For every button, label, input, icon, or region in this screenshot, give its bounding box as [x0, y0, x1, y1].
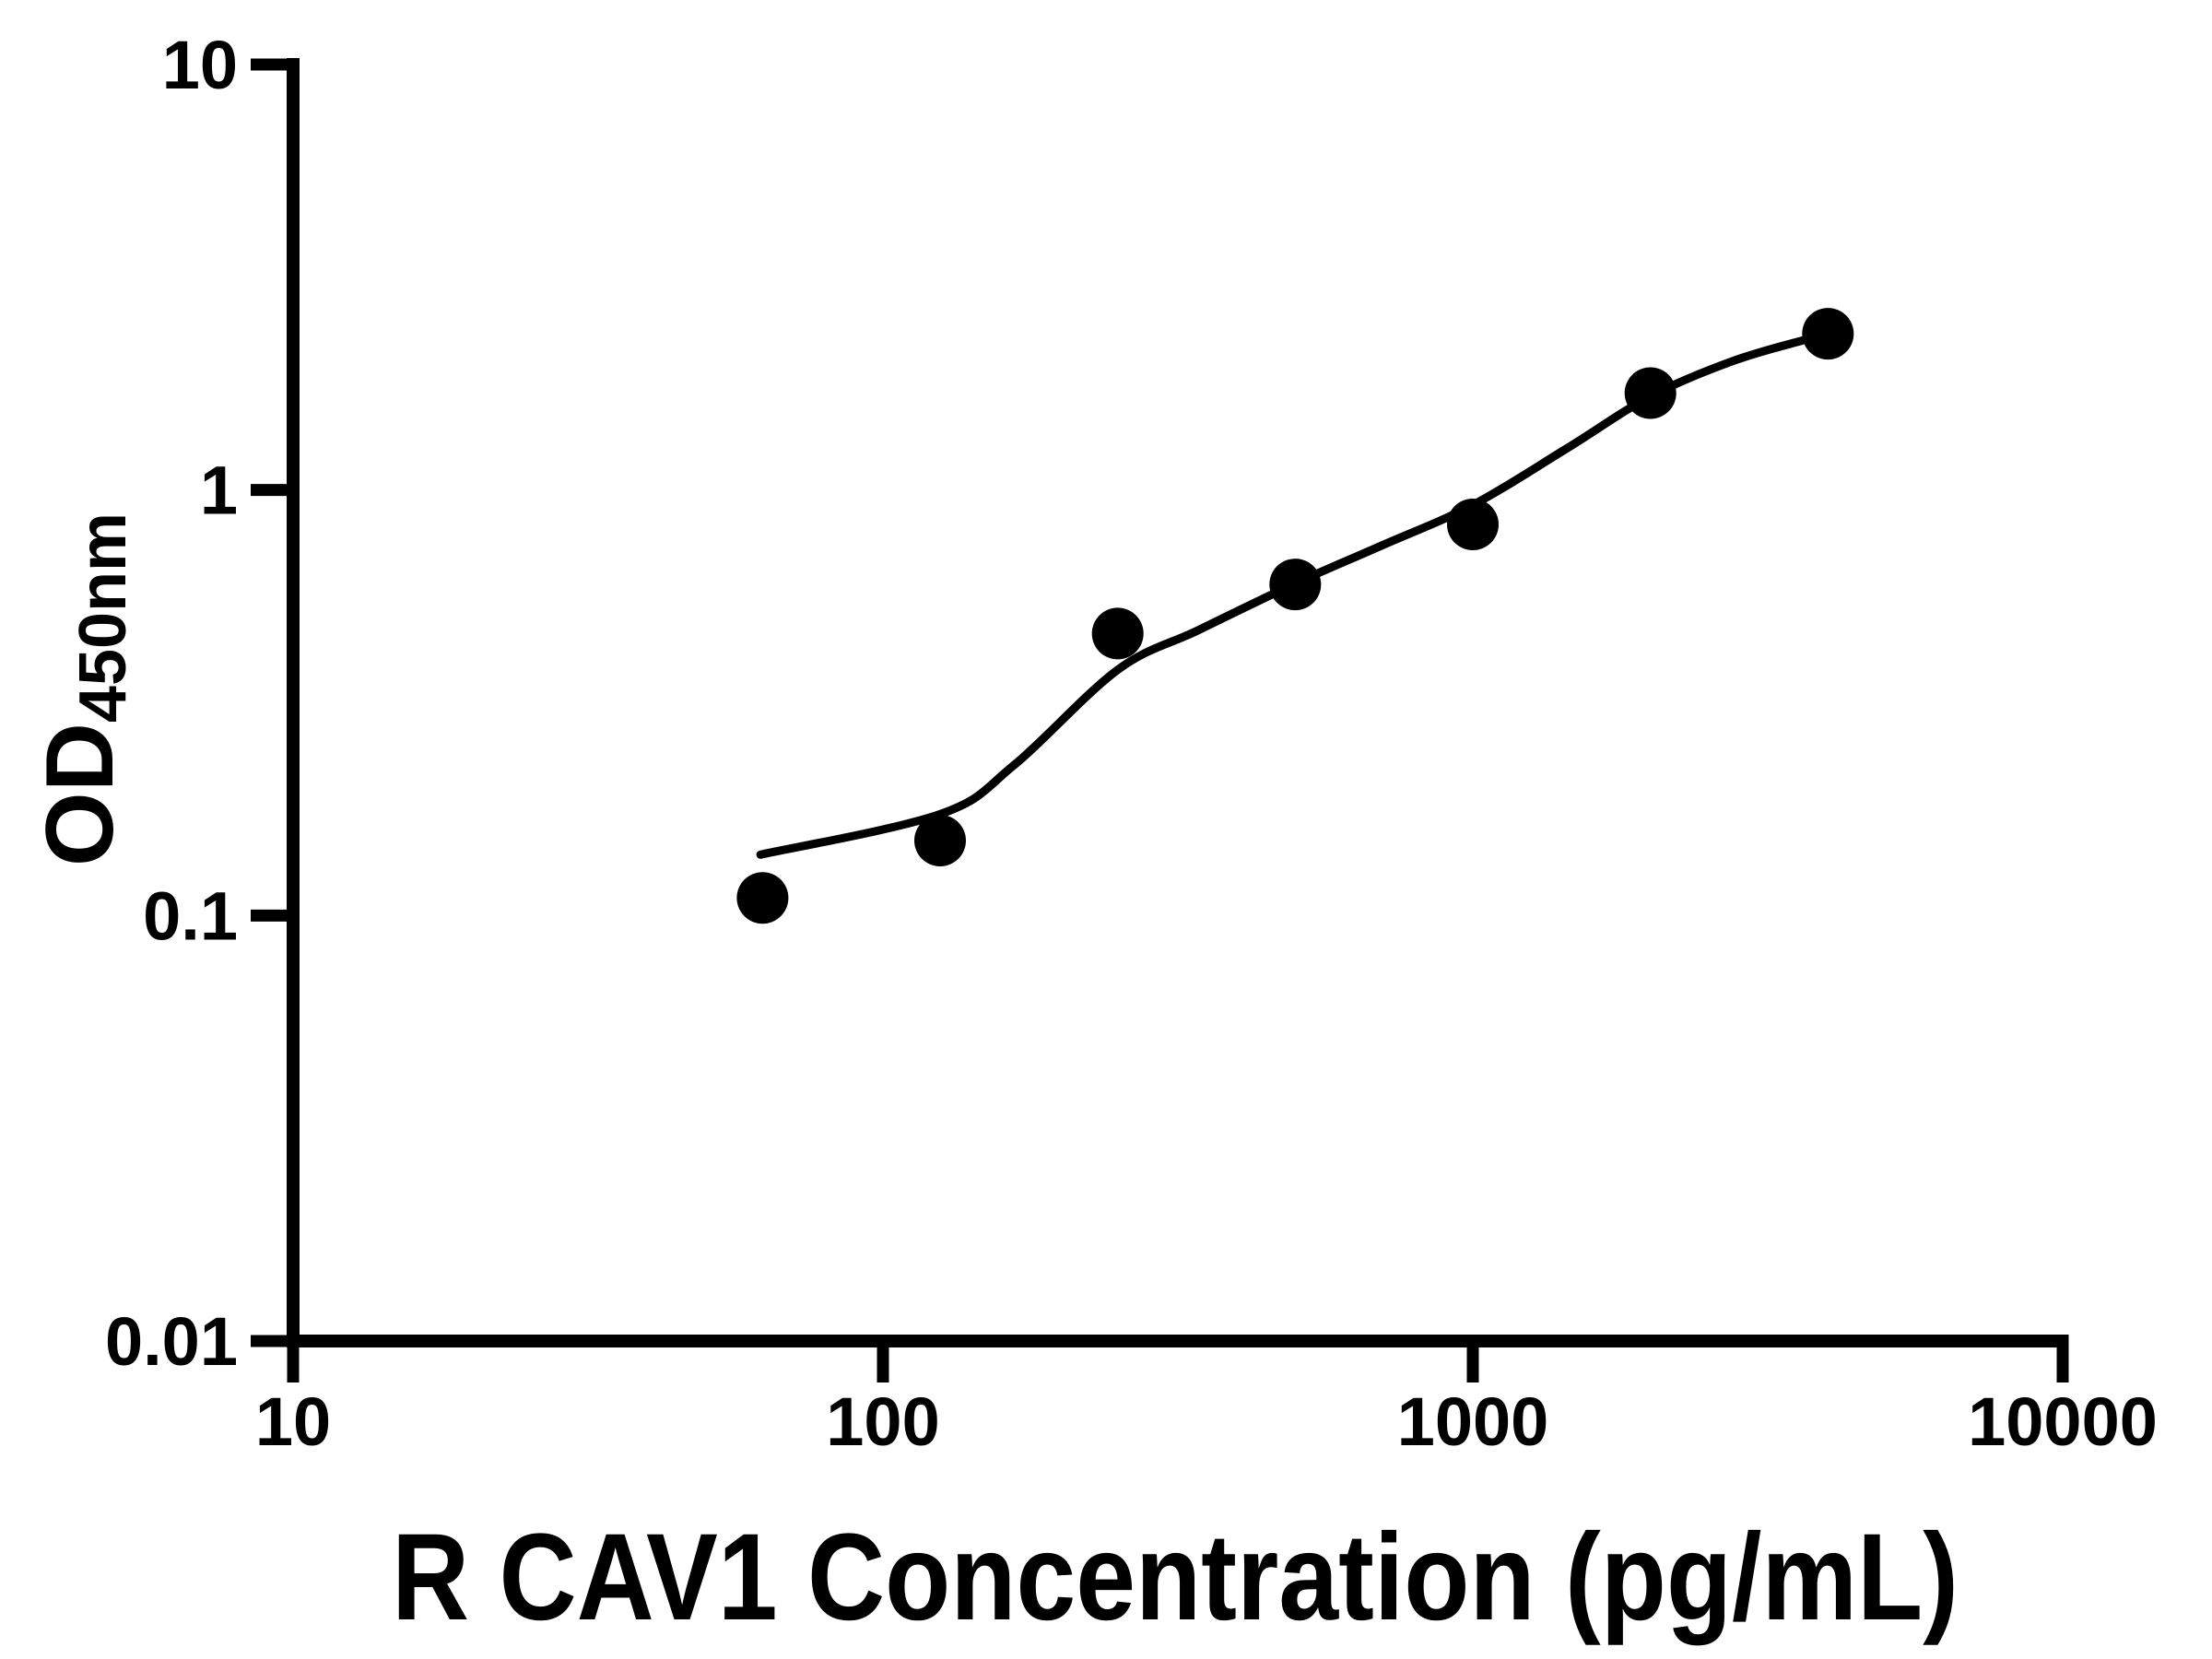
x-tick-label-10000: 10000 [1968, 1383, 2158, 1460]
x-tick-label-100: 100 [826, 1383, 939, 1460]
x-axis-ticks: 10 100 1000 10000 [255, 1341, 2158, 1460]
x-axis-title: R CAV1 Concentration (pg/mL) [392, 1509, 1959, 1646]
data-point-3 [1091, 607, 1144, 660]
y-axis-title-main: OD [27, 723, 134, 866]
y-axis-title-subscript: 450nm [66, 512, 140, 723]
y-tick-label-0.1: 0.1 [143, 877, 238, 954]
data-points [736, 308, 1854, 924]
y-axis-title: OD450nm [27, 512, 140, 866]
x-tick-label-10: 10 [255, 1383, 331, 1460]
axes [287, 58, 2069, 1347]
y-tick-label-1: 1 [200, 453, 238, 529]
data-point-2 [914, 815, 966, 866]
y-axis-ticks: 10 1 0.1 0.01 [105, 27, 293, 1380]
data-point-6 [1624, 367, 1677, 419]
y-tick-label-10: 10 [162, 27, 238, 103]
x-tick-label-1000: 1000 [1397, 1383, 1549, 1460]
fit-curve-path [756, 329, 1832, 859]
data-point-5 [1447, 499, 1499, 550]
data-point-1 [736, 872, 789, 924]
data-point-4 [1269, 559, 1322, 611]
data-point-7 [1802, 308, 1854, 360]
fit-curve [756, 329, 1832, 859]
y-tick-label-0.01: 0.01 [105, 1303, 238, 1380]
